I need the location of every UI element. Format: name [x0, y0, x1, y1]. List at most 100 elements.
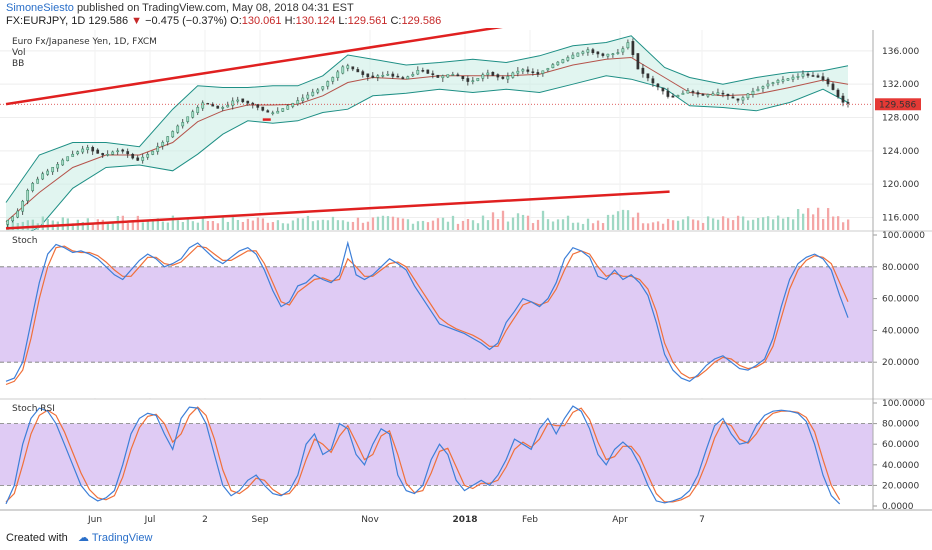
candle-body — [486, 72, 490, 76]
stoch-tick-label: 60.0000 — [882, 295, 919, 305]
candle-body — [796, 76, 800, 78]
candle-body — [836, 89, 840, 97]
high-value: 130.124 — [295, 15, 336, 27]
stoch-title: Stoch — [12, 236, 37, 246]
candle-body — [561, 59, 565, 64]
candle-body — [771, 82, 775, 84]
candle-body — [16, 210, 20, 218]
candle-body — [776, 80, 780, 83]
volume-bar — [421, 220, 425, 230]
volume-bar — [656, 221, 660, 230]
volume-bar — [136, 215, 140, 230]
volume-bar — [786, 216, 790, 230]
volume-bar — [286, 223, 290, 230]
candle-body — [726, 93, 730, 97]
volume-bar — [846, 219, 850, 230]
volume-bar — [336, 220, 340, 230]
tradingview-logo[interactable]: ☁ TradingView — [78, 531, 152, 544]
stoch-rsi-panel[interactable]: 100.0000 80.0000 60.0000 40.0000 20.0000 0.00… — [0, 398, 932, 512]
candle-body — [566, 57, 570, 61]
candle-body — [711, 93, 715, 96]
volume-bar — [206, 220, 210, 230]
volume-bar — [191, 221, 195, 230]
candle-body — [56, 164, 60, 169]
candle-body — [511, 72, 515, 78]
volume-bar — [736, 215, 740, 230]
candle-body — [246, 100, 250, 104]
candle-body — [366, 73, 370, 78]
volume-bar — [306, 215, 310, 230]
chart-area[interactable]: 136.000 132.000 128.000 124.000 120.000 116.0… — [0, 28, 932, 528]
candle-body — [136, 157, 140, 161]
volume-bar — [361, 222, 365, 230]
candle-body — [91, 146, 95, 152]
candle-body — [141, 156, 145, 161]
candle-body — [626, 42, 630, 49]
candle-body — [551, 64, 555, 69]
chart-header: SimoneSiesto published on TradingView.co… — [0, 0, 932, 30]
candle-body — [346, 65, 350, 69]
candle-body — [646, 73, 650, 79]
candle-body — [676, 95, 680, 98]
volume-bar — [241, 221, 245, 230]
volume-bar — [146, 220, 150, 230]
upper-trend-line[interactable] — [5, 28, 573, 106]
volume-bar — [381, 215, 385, 230]
volume-bar — [631, 217, 635, 230]
volume-bar — [746, 220, 750, 230]
volume-bar — [636, 212, 640, 230]
candle-body — [161, 142, 165, 147]
candle-body — [736, 98, 740, 101]
candle-body — [731, 96, 735, 99]
candle-body — [706, 94, 710, 97]
candle-body — [241, 98, 245, 103]
volume-bar — [811, 214, 815, 230]
candle-body — [696, 92, 700, 95]
candle-body — [191, 111, 195, 118]
price-tick-label: 132.000 — [882, 80, 919, 90]
volume-bar — [211, 220, 215, 230]
volume-bar — [376, 216, 380, 230]
candle-body — [606, 53, 610, 57]
candle-body — [601, 53, 605, 56]
candle-body — [196, 107, 200, 113]
volume-bar — [106, 222, 110, 230]
time-tick-label: Nov — [361, 515, 379, 525]
volume-bar — [326, 220, 330, 230]
price-tick-label: 124.000 — [882, 147, 919, 157]
lower-trend-line[interactable] — [5, 190, 670, 230]
candle-body — [636, 53, 640, 70]
author-link[interactable]: SimoneSiesto — [6, 2, 74, 14]
candle-body — [331, 77, 335, 82]
volume-bar — [756, 218, 760, 230]
volume-bar — [831, 216, 835, 230]
time-axis[interactable]: Jun Jul 2 Sep Nov 2018 Feb Apr 7 — [0, 30, 932, 525]
candle-body — [761, 86, 765, 89]
volume-bar — [701, 222, 705, 230]
volume-bar — [511, 217, 515, 230]
volume-bar — [766, 216, 770, 230]
candle-body — [121, 149, 125, 152]
volume-bar — [806, 208, 810, 230]
volume-bar — [156, 218, 160, 230]
volume-bar — [101, 219, 105, 230]
time-tick-label: Jun — [87, 515, 102, 525]
candle-body — [816, 75, 820, 78]
candle-body — [826, 78, 830, 85]
candle-body — [651, 78, 655, 84]
candle-body — [106, 154, 110, 156]
volume-bar — [486, 220, 490, 230]
candle-body — [436, 74, 440, 78]
volume-bar — [416, 221, 420, 230]
stoch-panel[interactable]: 100.0000 80.0000 60.0000 40.0000 20.0000 Stoc… — [0, 230, 932, 398]
volume-bar — [536, 219, 540, 230]
candle-body — [671, 95, 675, 98]
price-tick-label: 128.000 — [882, 114, 919, 124]
candle-body — [26, 190, 30, 201]
close-label: C: — [390, 15, 402, 27]
candle-body — [596, 51, 600, 55]
time-tick-label: 2018 — [452, 515, 477, 525]
volume-bar — [706, 216, 710, 230]
volume-bar — [581, 223, 585, 230]
candle-body — [101, 153, 105, 156]
